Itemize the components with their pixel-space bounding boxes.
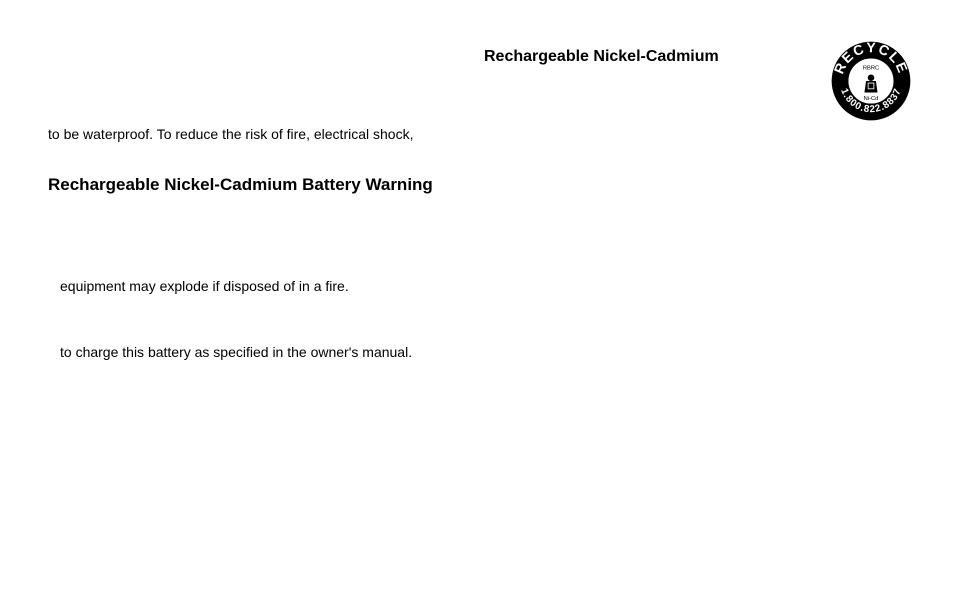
document-page: Rechargeable Nickel-Cadmium RECYCLE 1.80… [0, 0, 954, 609]
recycle-seal-icon: RECYCLE 1.800.822.8837 RBRC Ni-Cd [830, 40, 912, 122]
warning-bullet-2: to charge this battery as specified in t… [60, 344, 412, 360]
section-heading: Rechargeable Nickel-Cadmium Battery Warn… [48, 175, 433, 195]
body-text-fragment: to be waterproof. To reduce the risk of … [48, 126, 413, 142]
seal-inner-top: RBRC [863, 66, 879, 72]
header-title: Rechargeable Nickel-Cadmium [484, 48, 719, 66]
seal-inner-bottom: Ni-Cd [864, 96, 879, 102]
warning-bullet-1: equipment may explode if disposed of in … [60, 278, 349, 294]
